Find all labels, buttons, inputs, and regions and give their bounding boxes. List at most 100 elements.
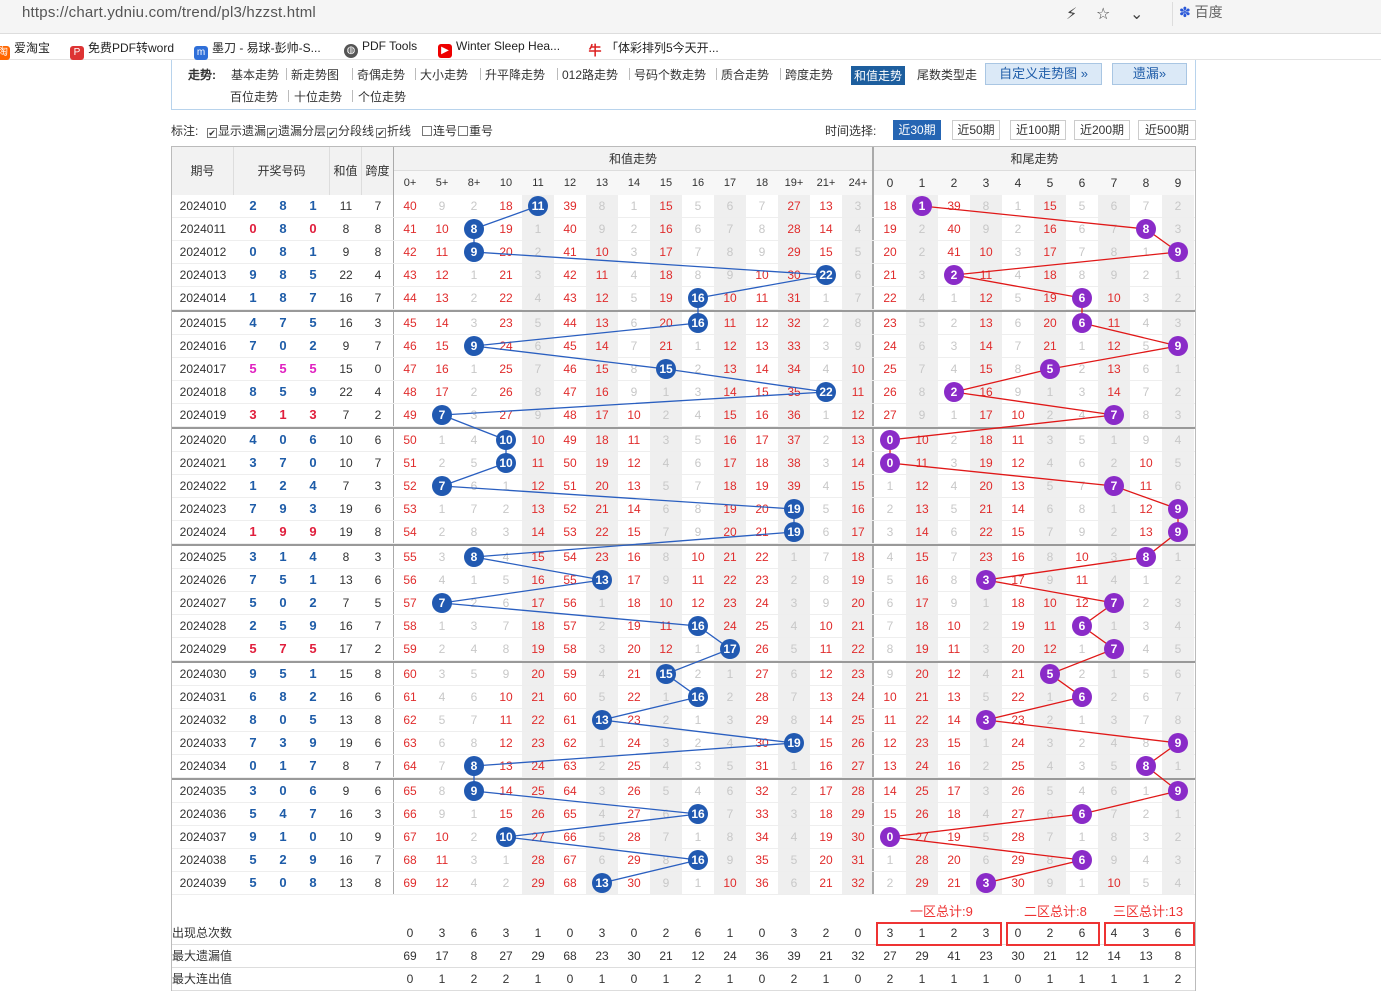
draw-digit: 8	[279, 221, 287, 236]
sum-miss: 3	[470, 316, 478, 330]
stat-sum-value: 3	[438, 926, 446, 940]
nav-item[interactable]: 升平降走势	[485, 68, 546, 82]
tail-miss: 7	[1014, 339, 1022, 353]
span-value: 8	[374, 713, 382, 727]
nav-item[interactable]: 奇偶走势	[357, 68, 406, 82]
draw-digit: 6	[309, 432, 317, 447]
lightning-icon[interactable]: ⚡	[1066, 6, 1078, 23]
checkbox-box[interactable]	[422, 126, 432, 136]
nav-item[interactable]: 百位走势	[230, 90, 279, 104]
sum-miss: 28	[627, 830, 641, 844]
tail-ball: 5	[1040, 664, 1060, 684]
tail-miss: 9	[1046, 876, 1054, 890]
sum-miss: 36	[755, 876, 769, 890]
sum-miss: 28	[851, 784, 865, 798]
checkbox-box[interactable]	[458, 126, 468, 136]
nav-item[interactable]: 基本走势	[231, 68, 280, 82]
stat-sum-value: 27	[499, 949, 513, 963]
bookmark-pdf-word[interactable]: P 免费PDF转word	[70, 39, 174, 60]
tail-miss: 5	[1110, 759, 1118, 773]
tail-miss: 5	[1046, 784, 1054, 798]
sum-miss: 11	[691, 573, 705, 587]
tail-miss: 2	[918, 222, 926, 236]
sum-miss: 22	[531, 713, 545, 727]
sum-ball: 19	[784, 733, 804, 753]
span-value: 8	[374, 667, 382, 681]
tail-miss: 7	[1110, 222, 1118, 236]
span-value: 7	[374, 619, 382, 633]
nav-item[interactable]: 号码个数走势	[634, 68, 707, 82]
sum-ball: 13	[592, 710, 612, 730]
sum-miss: 2	[470, 830, 478, 844]
sum-miss: 30	[851, 830, 865, 844]
sum-miss: 2	[662, 713, 670, 727]
nav-item[interactable]: 个位走势	[358, 90, 407, 104]
custom-trend-button[interactable]: 自定义走势图 »	[985, 63, 1102, 85]
search-engine-box[interactable]: ✽ 百度	[1172, 2, 1381, 26]
nav-item[interactable]: 012路走势	[562, 68, 619, 82]
miss-button[interactable]: 遗漏»	[1112, 63, 1187, 85]
bookmark-taobao[interactable]: 淘爱淘宝	[0, 39, 50, 60]
sum-miss: 9	[598, 222, 606, 236]
url-field[interactable]: https://chart.ydniu.com/trend/pl3/hzzst.…	[22, 4, 316, 21]
option-checkbox[interactable]: 重号	[458, 122, 493, 139]
sum-miss: 8	[598, 199, 606, 213]
stat-sum-value: 1	[726, 926, 734, 940]
checkbox-box[interactable]: ✔	[207, 128, 217, 138]
nav-item[interactable]: 新走势图	[291, 68, 340, 82]
draw-digit: 8	[279, 267, 287, 282]
bookmarks-bar: 淘爱淘宝 P 免费PDF转word m 墨刀 - 易球-彭帅-S... ◍ PDF T…	[0, 34, 1381, 60]
nav-item[interactable]: 尾数类型走	[917, 68, 978, 82]
bookmark-pdf-tools[interactable]: ◍ PDF Tools	[344, 39, 417, 58]
bookmark-lottery[interactable]: 牛「体彩排列5今天开...	[588, 41, 719, 58]
stat-sum-value: 2	[694, 972, 702, 986]
nav-item[interactable]: 质合走势	[721, 68, 770, 82]
nav-item[interactable]: 和值走势	[851, 66, 906, 85]
draw-digit: 0	[279, 338, 287, 353]
option-checkbox[interactable]: 连号	[422, 122, 457, 139]
header-draw: 开奖号码	[234, 147, 330, 195]
bookmark-modao[interactable]: m 墨刀 - 易球-彭帅-S...	[194, 39, 321, 60]
star-icon[interactable]: ☆	[1096, 6, 1111, 23]
checkbox-box[interactable]: ✔	[376, 128, 386, 138]
nav-item[interactable]: 大小走势	[420, 68, 469, 82]
tail-miss: 3	[1142, 619, 1150, 633]
checkbox-box[interactable]: ✔	[267, 128, 277, 138]
tail-miss: 7	[1142, 199, 1150, 213]
nav-item[interactable]: 跨度走势	[785, 68, 834, 82]
bookmark-winter-sleep[interactable]: ▶ Winter Sleep Hea...	[438, 39, 560, 58]
sum-miss: 51	[403, 456, 417, 470]
period-button[interactable]: 近200期	[1074, 120, 1130, 140]
checkbox-box[interactable]: ✔	[327, 128, 337, 138]
draw-digit: 4	[309, 549, 317, 564]
draw-digit: 5	[309, 641, 317, 656]
issue-cell: 2024037	[179, 830, 227, 844]
period-button[interactable]: 近500期	[1138, 120, 1196, 140]
chevron-down-icon[interactable]: ⌄	[1130, 6, 1144, 23]
option-checkbox[interactable]: ✔ 遗漏分层	[267, 124, 327, 138]
sum-miss: 46	[563, 362, 577, 376]
tail-miss: 21	[947, 876, 961, 890]
sum-miss: 1	[726, 667, 734, 681]
draw-digit: 4	[249, 432, 257, 447]
sum-miss: 4	[630, 268, 638, 282]
sum-miss: 20	[819, 853, 833, 867]
sum-miss: 11	[723, 316, 737, 330]
tail-miss: 17	[1043, 245, 1057, 259]
draw-digit: 0	[309, 455, 317, 470]
tail-miss: 29	[915, 876, 929, 890]
header-tail-trend: 和尾走势	[874, 147, 1195, 171]
nav-item[interactable]: 十位走势	[294, 90, 343, 104]
option-checkbox[interactable]: ✔ 折线	[376, 124, 412, 138]
draw-digit: 3	[309, 501, 317, 516]
sum-miss: 50	[563, 456, 577, 470]
period-button[interactable]: 近100期	[1010, 120, 1066, 140]
tail-miss: 4	[982, 667, 990, 681]
tail-miss: 2	[918, 245, 926, 259]
option-checkbox[interactable]: ✔ 分段线	[327, 124, 375, 138]
sum-miss: 50	[403, 433, 417, 447]
period-button[interactable]: 近50期	[952, 120, 1000, 140]
option-checkbox[interactable]: ✔ 显示遗漏	[207, 124, 267, 138]
tail-miss: 12	[947, 667, 961, 681]
period-button[interactable]: 近30期	[893, 120, 941, 140]
